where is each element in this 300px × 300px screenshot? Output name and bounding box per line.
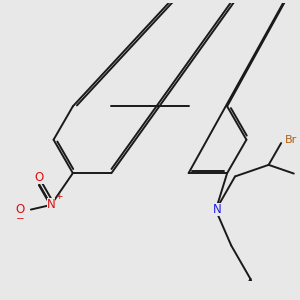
Text: −: −	[16, 214, 25, 224]
Text: +: +	[55, 192, 62, 201]
Text: Br: Br	[284, 136, 297, 146]
Text: N: N	[47, 198, 56, 212]
Text: O: O	[16, 203, 25, 216]
Text: O: O	[35, 171, 44, 184]
Text: N: N	[213, 203, 221, 217]
